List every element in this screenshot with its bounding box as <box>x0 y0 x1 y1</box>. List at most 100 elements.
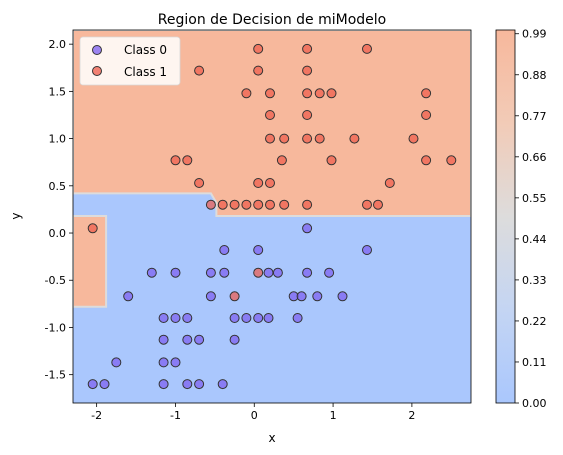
point-class1-31 <box>205 199 216 210</box>
colorbar-tick-label: 0.88 <box>522 69 547 82</box>
point-class1-27 <box>194 178 205 188</box>
point-class1-10 <box>326 88 337 99</box>
x-tick-label: -1 <box>170 409 181 422</box>
point-class0-19 <box>170 313 181 323</box>
point-class0-23 <box>253 313 264 323</box>
point-class1-0 <box>253 43 264 54</box>
point-class0-10 <box>302 267 313 278</box>
point-class1-18 <box>314 133 325 144</box>
y-tick-label: 1.5 <box>49 85 67 98</box>
point-class0-36 <box>182 379 193 390</box>
point-class1-11 <box>421 88 432 99</box>
point-class0-6 <box>205 267 216 278</box>
point-class0-5 <box>170 267 181 278</box>
legend: Class 0 Class 1 <box>79 36 181 86</box>
colorbar-tick-label: 0.77 <box>522 110 547 123</box>
chart-title: Region de Decision de miModelo <box>158 12 386 28</box>
point-class1-36 <box>265 199 275 210</box>
legend-marker-class0 <box>92 45 102 55</box>
plot-frame <box>72 29 472 404</box>
legend-marker-class1 <box>92 66 102 76</box>
point-class1-15 <box>265 133 275 144</box>
y-axis-label: y <box>9 212 23 219</box>
point-class1-41 <box>87 223 98 234</box>
point-class1-20 <box>408 133 419 144</box>
point-class1-30 <box>384 178 395 188</box>
colorbar-tick-label: 0.11 <box>522 356 547 369</box>
point-class0-29 <box>229 334 240 345</box>
point-class0-31 <box>158 357 169 368</box>
y-tick-label: 0.0 <box>49 227 67 240</box>
class1-region-1 <box>73 215 108 308</box>
colorbar-tick-label: 0.00 <box>522 397 547 410</box>
point-class0-30 <box>111 357 122 368</box>
point-class0-33 <box>87 379 98 390</box>
point-class1-38 <box>302 199 313 210</box>
point-class0-21 <box>229 313 240 323</box>
colorbar-tick-label: 0.22 <box>522 315 547 328</box>
x-tick-label: 1 <box>330 409 337 422</box>
point-class1-34 <box>241 199 252 210</box>
point-class1-32 <box>217 199 228 210</box>
point-class0-28 <box>194 334 205 345</box>
point-class0-1 <box>219 245 230 255</box>
point-class0-27 <box>182 334 193 345</box>
colorbar: 0.00 0.11 0.22 0.33 0.44 0.55 0.66 0.77 0.88 0.99 <box>495 28 547 410</box>
point-class0-20 <box>182 313 193 323</box>
point-class1-4 <box>253 65 264 76</box>
point-class1-22 <box>182 155 193 166</box>
point-class1-17 <box>302 133 313 144</box>
point-class0-12 <box>123 291 134 302</box>
point-class0-25 <box>292 313 303 323</box>
point-class0-24 <box>263 313 274 323</box>
legend-box <box>79 36 181 86</box>
point-class1-14 <box>421 110 432 120</box>
point-class0-34 <box>99 379 110 390</box>
point-class0-8 <box>263 267 274 278</box>
point-class1-6 <box>241 88 252 99</box>
point-class1-2 <box>362 43 372 54</box>
point-class1-39 <box>362 199 372 210</box>
x-tick-label: 0 <box>251 409 258 422</box>
y-tick-label: 2.0 <box>49 38 67 51</box>
x-tick-label: -2 <box>91 409 102 422</box>
point-class0-11 <box>324 267 335 278</box>
y-tick-label: -1.0 <box>45 321 66 334</box>
colorbar-gradient <box>495 29 516 404</box>
colorbar-tick-label: 0.44 <box>522 233 547 246</box>
point-class1-7 <box>265 88 275 99</box>
x-tick-label: 2 <box>408 409 415 422</box>
y-tick-label: 0.5 <box>49 180 67 193</box>
point-class0-26 <box>158 334 169 345</box>
point-class0-13 <box>205 291 216 302</box>
x-axis-label: x <box>268 431 275 445</box>
y-tick-label: -0.5 <box>45 274 66 287</box>
point-class1-28 <box>253 178 264 188</box>
point-class1-33 <box>229 199 240 210</box>
point-class1-26 <box>446 155 457 166</box>
point-class0-22 <box>241 313 252 323</box>
point-class1-29 <box>265 178 275 188</box>
point-class0-38 <box>217 379 228 390</box>
point-class0-9 <box>272 267 283 278</box>
point-class1-16 <box>279 133 290 144</box>
point-class1-1 <box>302 43 313 54</box>
point-class1-21 <box>170 155 181 166</box>
point-class1-37 <box>279 199 290 210</box>
plot-area <box>72 29 472 404</box>
point-class0-7 <box>219 267 230 278</box>
point-class1-40 <box>373 199 383 210</box>
colorbar-tick-label: 0.33 <box>522 274 547 287</box>
point-class0-37 <box>194 379 205 390</box>
point-class1-25 <box>421 155 432 166</box>
legend-label-class0: Class 0 <box>124 43 167 57</box>
point-class0-4 <box>146 267 157 278</box>
point-class0-17 <box>337 291 348 302</box>
y-tick-label: 1.0 <box>49 133 67 146</box>
colorbar-tick-label: 0.55 <box>522 192 547 205</box>
point-class0-2 <box>253 245 264 255</box>
point-class1-23 <box>276 155 287 166</box>
point-class1-19 <box>349 133 360 144</box>
point-class1-12 <box>265 110 275 120</box>
